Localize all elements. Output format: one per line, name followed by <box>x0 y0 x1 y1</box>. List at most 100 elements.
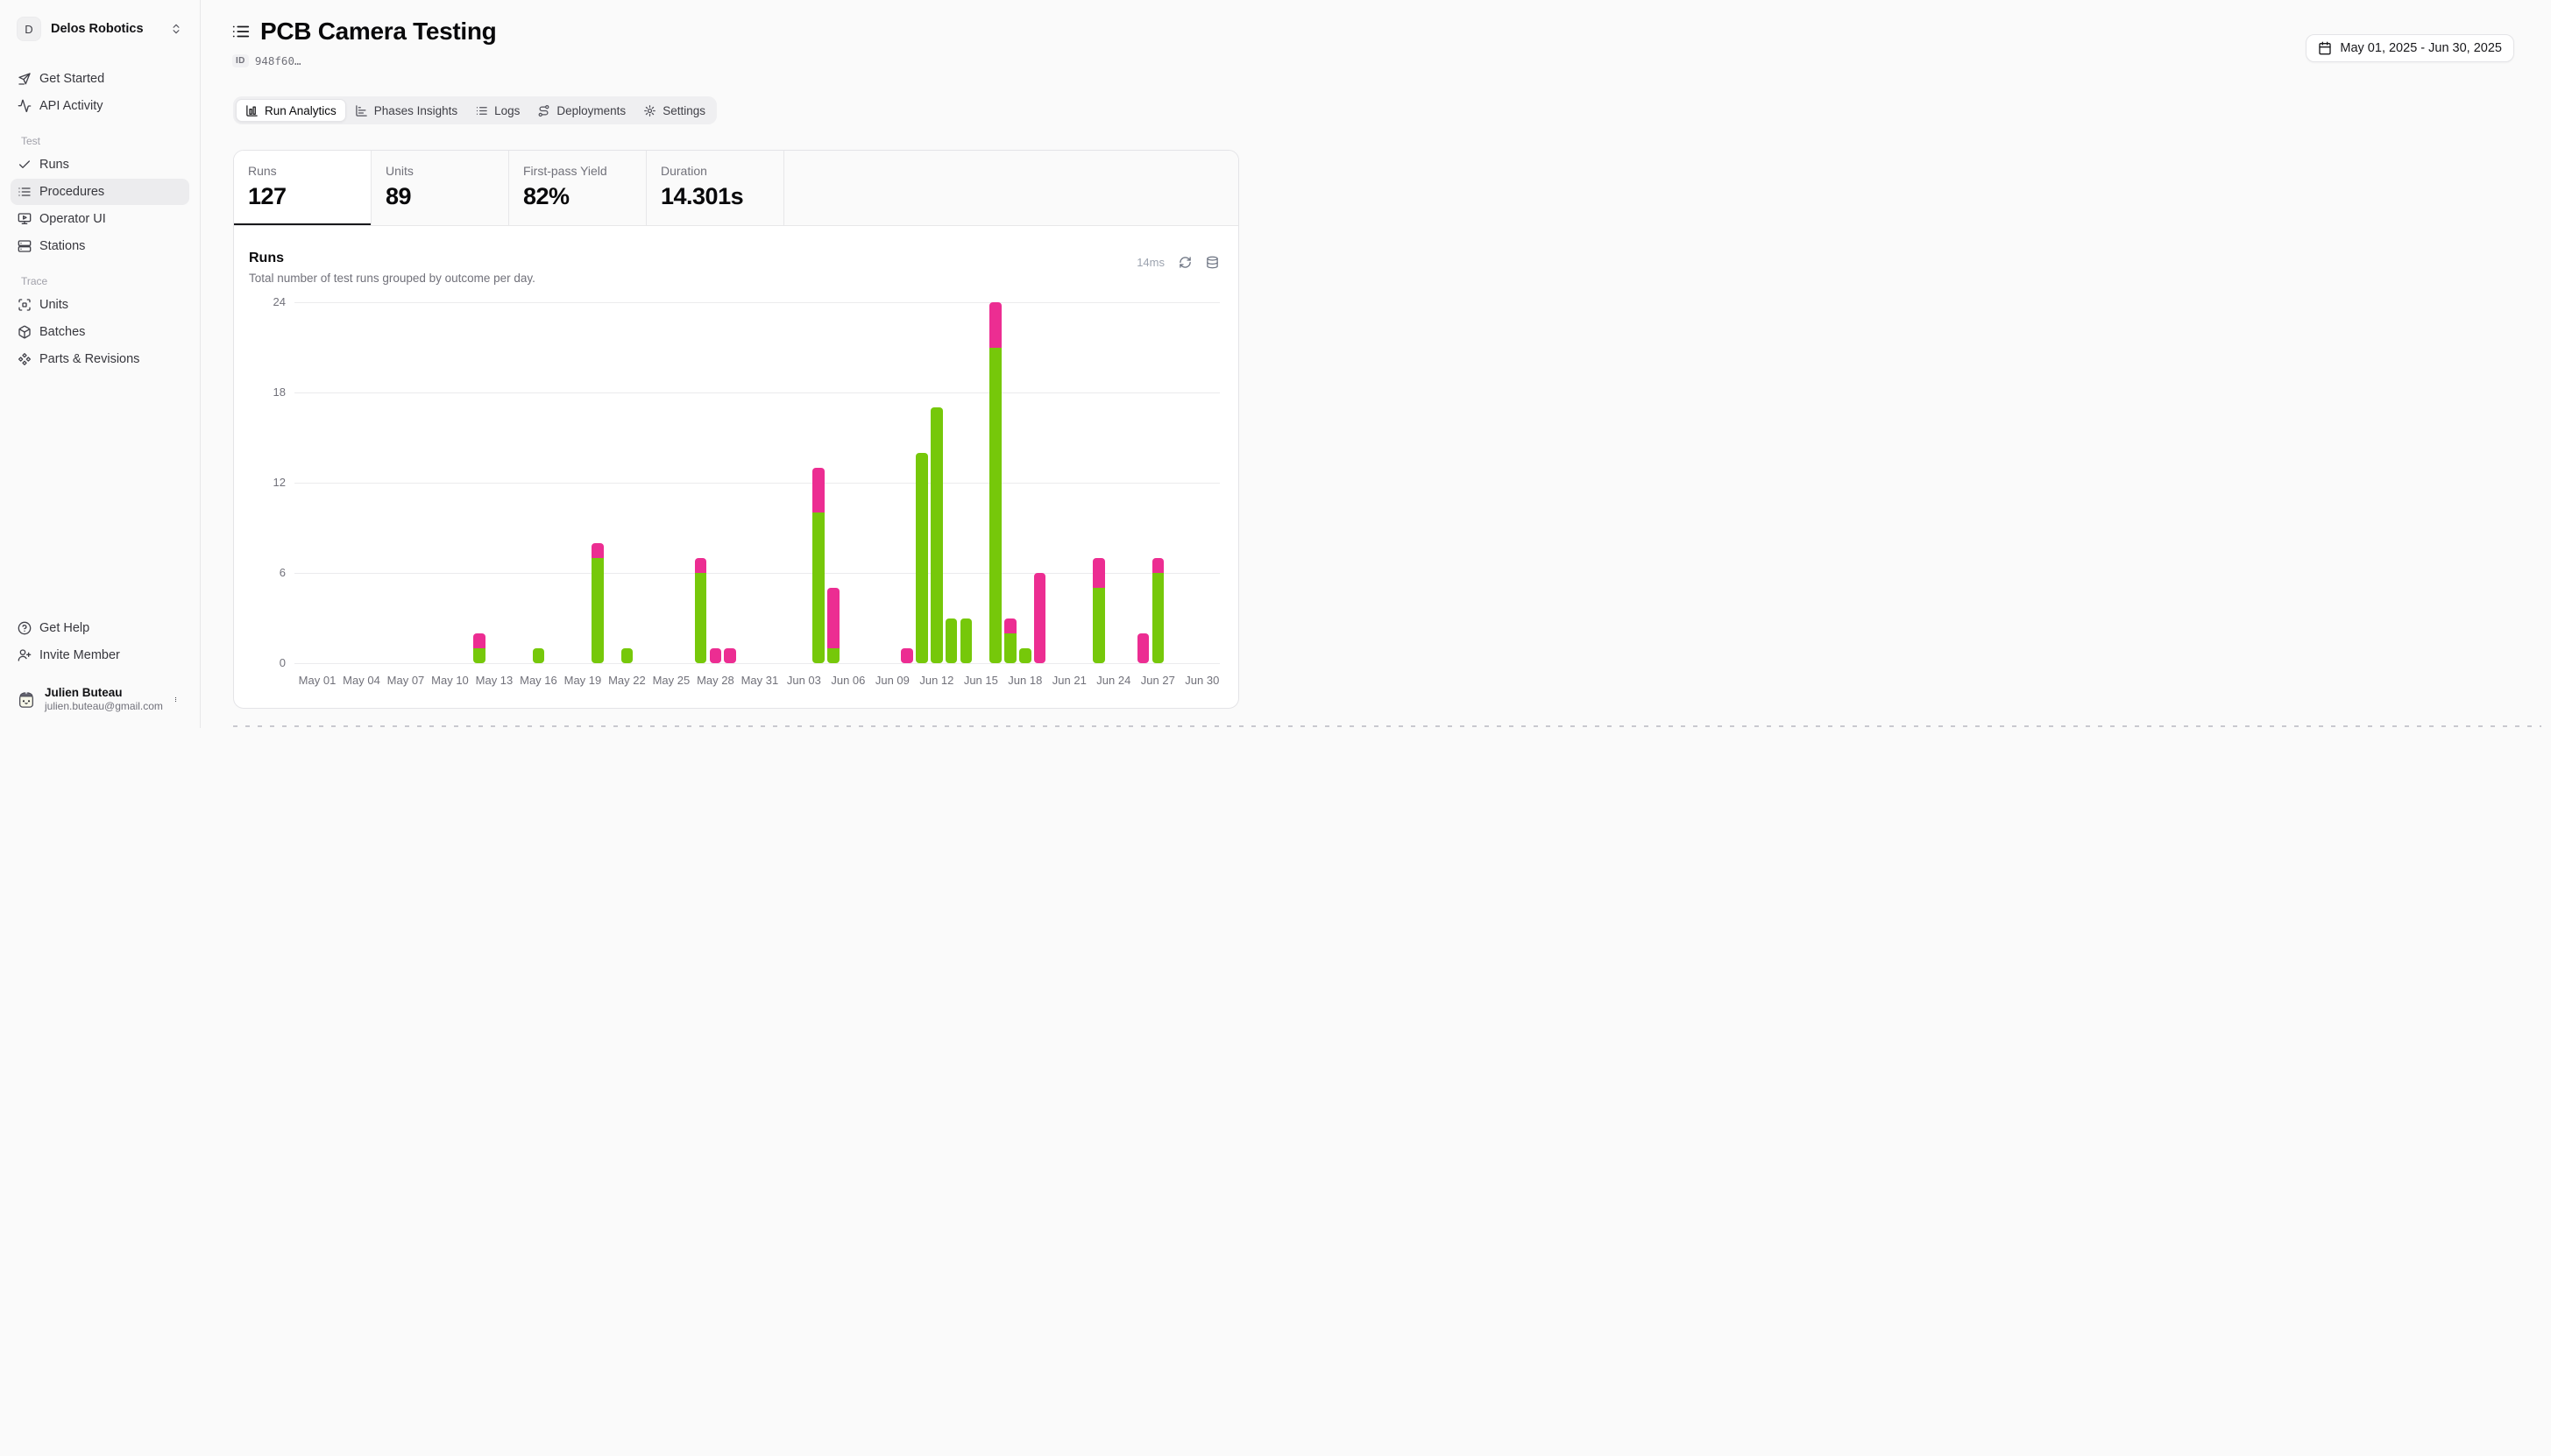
stat-units[interactable]: Units 89 <box>372 151 509 225</box>
chart-toolbar: 14ms <box>1137 256 1219 269</box>
tab-run-analytics[interactable]: Run Analytics <box>236 99 346 122</box>
stat-first-pass-yield[interactable]: First-pass Yield 82% <box>509 151 647 225</box>
bar-segment-pass <box>1093 588 1105 663</box>
stat-duration[interactable]: Duration 14.301s <box>647 151 784 225</box>
query-latency: 14ms <box>1137 256 1165 269</box>
tab-label: Phases Insights <box>373 103 458 117</box>
bar-jun-05[interactable] <box>827 588 840 663</box>
sidebar-item-get-started[interactable]: Get Started <box>11 66 189 92</box>
check-icon <box>19 160 30 168</box>
database-icon[interactable] <box>1206 256 1219 269</box>
user-plus-icon <box>18 649 32 661</box>
bar-segment-fail <box>901 647 913 663</box>
bar-segment-fail <box>1151 557 1165 573</box>
page-title: PCB Camera Testing <box>260 18 497 45</box>
tab-label: Logs <box>494 103 521 117</box>
tab-deployments[interactable]: Deployments <box>528 99 634 122</box>
sidebar-item-parts-revisions[interactable]: Parts & Revisions <box>11 346 189 372</box>
x-axis-tick: Jun 24 <box>1096 674 1131 687</box>
tab-logs[interactable]: Logs <box>466 99 528 122</box>
sidebar-item-label: Invite Member <box>39 648 120 662</box>
page-header: PCB Camera Testing <box>231 18 497 46</box>
x-axis-tick: Jun 27 <box>1140 674 1175 687</box>
sidebar-item-label: Batches <box>39 325 86 339</box>
bar-may-16[interactable] <box>532 647 545 663</box>
gridline-y-6 <box>294 573 1220 574</box>
sidebar-item-label: Parts & Revisions <box>39 352 140 366</box>
sidebar-item-batches[interactable]: Batches <box>11 319 189 345</box>
bar-jun-10[interactable] <box>901 647 913 663</box>
bar-jun-23[interactable] <box>1093 557 1105 663</box>
bar-may-29[interactable] <box>724 647 736 663</box>
bar-may-20[interactable] <box>592 542 604 663</box>
stat-label: Duration <box>661 164 707 178</box>
sidebar-item-procedures[interactable]: Procedures <box>11 179 189 205</box>
ellipsis-vertical-icon[interactable] <box>169 693 182 706</box>
bar-jun-14[interactable] <box>960 618 973 663</box>
server-icon <box>18 240 32 252</box>
sidebar-item-invite-member[interactable]: Invite Member <box>11 642 189 668</box>
x-axis-tick: May 10 <box>431 674 469 687</box>
sidebar-item-get-help[interactable]: Get Help <box>11 615 189 641</box>
stat-label: First-pass Yield <box>523 164 607 178</box>
bar-jun-11[interactable] <box>916 452 928 663</box>
bar-may-28[interactable] <box>709 647 722 663</box>
bar-jun-26[interactable] <box>1137 633 1150 663</box>
bar-jun-19[interactable] <box>1033 573 1046 663</box>
org-switcher[interactable]: D Delos Robotics <box>11 12 189 46</box>
gridline-y-0 <box>294 663 1220 664</box>
x-axis-tick: May 07 <box>386 674 425 687</box>
tab-settings[interactable]: Settings <box>634 99 714 122</box>
bar-jun-13[interactable] <box>945 618 958 663</box>
sidebar-item-api-activity[interactable]: API Activity <box>11 93 189 119</box>
user-email: julien.buteau@gmail.com <box>45 700 163 712</box>
stat-runs[interactable]: Runs 127 <box>234 151 372 225</box>
chart-bar-icon <box>356 104 367 117</box>
bar-jun-12[interactable] <box>931 407 943 663</box>
sidebar: D Delos Robotics Get Started API Activit… <box>0 0 201 728</box>
bar-jun-18[interactable] <box>1019 647 1031 663</box>
bar-segment-fail <box>694 557 707 573</box>
tab-bar: Run Analytics Phases Insights Logs Deplo… <box>233 96 717 124</box>
bar-segment-pass <box>592 557 604 663</box>
sidebar-item-operator-ui[interactable]: Operator UI <box>11 206 189 232</box>
bar-segment-pass <box>827 647 840 663</box>
bar-jun-16[interactable] <box>989 302 1002 663</box>
x-axis-tick: May 01 <box>298 674 337 687</box>
date-range-label: May 01, 2025 - Jun 30, 2025 <box>2340 41 2502 55</box>
bar-jun-17[interactable] <box>1004 618 1017 664</box>
x-axis-tick: May 25 <box>652 674 691 687</box>
bar-jun-27[interactable] <box>1151 557 1165 663</box>
user-menu[interactable]: Julien Buteau julien.buteau@gmail.com <box>11 682 189 716</box>
sidebar-item-label: Runs <box>39 158 69 172</box>
next-card-top-edge <box>233 725 2541 727</box>
bar-segment-pass <box>473 647 485 663</box>
bar-segment-fail <box>1093 557 1105 589</box>
bar-segment-fail <box>724 647 736 663</box>
gear-icon <box>644 104 656 117</box>
sidebar-item-units[interactable]: Units <box>11 292 189 318</box>
gridline-y-12 <box>294 483 1220 484</box>
y-axis-tick: 6 <box>279 566 286 579</box>
bar-may-22[interactable] <box>620 647 634 663</box>
bar-segment-fail <box>1137 633 1150 663</box>
sidebar-item-runs[interactable]: Runs <box>11 152 189 178</box>
sidebar-section-test: Test <box>21 135 41 147</box>
procedure-id[interactable]: ID 948f60… <box>232 54 301 67</box>
help-circle-icon <box>18 621 32 635</box>
gridline-y-18 <box>294 392 1220 393</box>
bar-may-27[interactable] <box>694 557 707 663</box>
chart-header: Runs Total number of test runs grouped b… <box>249 251 1219 285</box>
refresh-icon[interactable] <box>1179 256 1192 269</box>
bar-segment-fail <box>827 588 840 648</box>
bar-segment-pass <box>945 618 958 663</box>
tab-label: Settings <box>663 103 705 117</box>
avatar <box>19 691 33 708</box>
bar-may-12[interactable] <box>473 633 485 663</box>
date-range-picker[interactable]: May 01, 2025 - Jun 30, 2025 <box>2306 34 2514 62</box>
x-axis-tick: May 16 <box>520 674 557 687</box>
bar-segment-fail <box>473 633 485 648</box>
tab-phases-insights[interactable]: Phases Insights <box>346 99 466 122</box>
sidebar-item-stations[interactable]: Stations <box>11 233 189 259</box>
bar-jun-04[interactable] <box>812 467 825 663</box>
